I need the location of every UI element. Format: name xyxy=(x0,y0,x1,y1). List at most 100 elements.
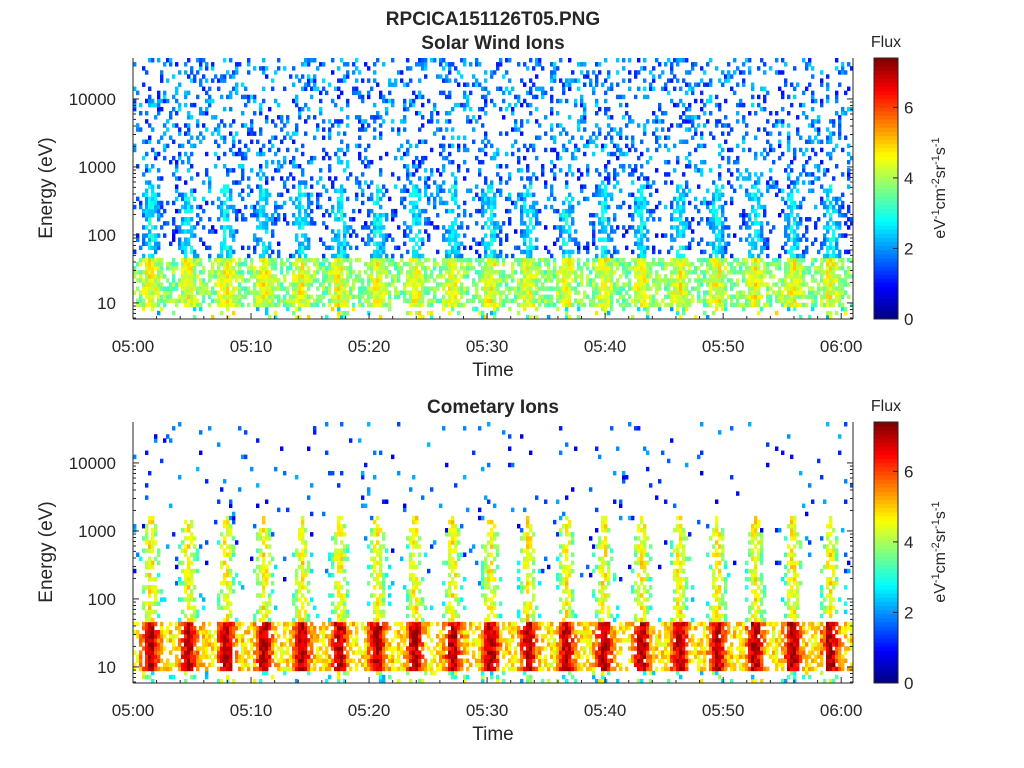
heatmap-cell xyxy=(532,302,536,308)
heatmap-cell xyxy=(658,217,662,222)
heatmap-cell xyxy=(553,208,557,214)
heatmap-cell xyxy=(526,314,530,320)
heatmap-cell xyxy=(493,102,497,108)
heatmap-cell xyxy=(781,90,785,96)
heatmap-cell xyxy=(259,192,263,198)
heatmap-cell xyxy=(151,147,155,153)
heatmap-cell xyxy=(307,282,311,287)
heatmap-cell xyxy=(721,298,725,304)
heatmap-cell xyxy=(637,208,641,214)
heatmap-cell xyxy=(259,257,263,263)
heatmap-cell xyxy=(310,176,314,181)
heatmap-cell xyxy=(361,78,365,83)
heatmap-cell xyxy=(685,290,689,295)
heatmap-cell xyxy=(319,282,323,287)
heatmap-cell xyxy=(259,168,263,173)
heatmap-cell xyxy=(406,270,410,275)
heatmap-cell xyxy=(679,314,683,320)
heatmap-cell xyxy=(292,253,296,259)
heatmap-cell xyxy=(307,241,311,246)
heatmap-cell xyxy=(580,119,584,124)
heatmap-cell xyxy=(685,270,689,275)
heatmap-cell xyxy=(511,151,515,157)
heatmap-cell xyxy=(442,155,446,161)
heatmap-cell xyxy=(292,98,296,104)
heatmap-cell xyxy=(547,286,551,291)
heatmap-cell xyxy=(646,314,650,320)
heatmap-cell xyxy=(298,106,302,112)
heatmap-cell xyxy=(364,180,368,185)
heatmap-cell xyxy=(364,298,368,304)
heatmap-cell xyxy=(166,261,170,267)
heatmap-cell xyxy=(745,298,749,304)
heatmap-cell xyxy=(325,257,329,263)
heatmap-cell xyxy=(208,290,212,295)
heatmap-cell xyxy=(664,111,668,116)
heatmap-cell xyxy=(274,70,278,75)
heatmap-cell xyxy=(193,306,197,312)
heatmap-cell xyxy=(682,58,686,63)
heatmap-cell xyxy=(403,229,407,234)
heatmap-cell xyxy=(139,257,143,263)
heatmap-cell xyxy=(607,172,611,177)
heatmap-cell xyxy=(697,115,701,120)
heatmap-cell xyxy=(412,192,416,198)
heatmap-cell xyxy=(316,127,320,132)
heatmap-cell xyxy=(502,221,506,226)
heatmap-cell xyxy=(157,290,161,295)
heatmap-cell xyxy=(196,94,200,100)
heatmap-cell xyxy=(172,94,176,100)
heatmap-cell xyxy=(715,184,719,189)
heatmap-cell xyxy=(643,298,647,304)
heatmap-cell xyxy=(430,168,434,173)
heatmap-cell xyxy=(331,123,335,128)
heatmap-cell xyxy=(229,257,233,263)
heatmap-cell xyxy=(547,249,551,255)
heatmap-cell xyxy=(268,278,272,283)
heatmap-cell xyxy=(679,221,683,226)
heatmap-cell xyxy=(745,168,749,173)
heatmap-cell xyxy=(484,233,488,238)
heatmap-cell xyxy=(226,245,230,251)
heatmap-cell xyxy=(178,82,182,87)
heatmap-cell xyxy=(604,58,608,63)
heatmap-cell xyxy=(223,265,227,271)
heatmap-cell xyxy=(739,270,743,275)
heatmap-cell xyxy=(490,196,494,202)
heatmap-cell xyxy=(397,127,401,132)
heatmap-cell xyxy=(160,176,164,181)
heatmap-cell xyxy=(598,200,602,206)
heatmap-cell xyxy=(670,212,674,218)
heatmap-cell xyxy=(520,176,524,181)
heatmap-cell xyxy=(526,192,530,198)
heatmap-cell xyxy=(220,94,224,100)
heatmap-cell xyxy=(733,90,737,96)
heatmap-cell xyxy=(142,257,146,263)
heatmap-cell xyxy=(271,286,275,291)
heatmap-cell xyxy=(628,164,632,169)
heatmap-cell xyxy=(583,102,587,108)
heatmap-cell xyxy=(175,225,179,230)
heatmap-cell xyxy=(652,245,656,251)
heatmap-cell xyxy=(283,298,287,304)
heatmap-cell xyxy=(226,261,230,267)
heatmap-cell xyxy=(382,282,386,287)
heatmap-cell xyxy=(208,94,212,100)
heatmap-cell xyxy=(748,192,752,198)
heatmap-cell xyxy=(253,66,257,71)
heatmap-cell xyxy=(409,225,413,230)
heatmap-cell xyxy=(667,159,671,165)
heatmap-cell xyxy=(163,147,167,153)
heatmap-cell xyxy=(139,298,143,304)
heatmap-cell xyxy=(640,294,644,300)
heatmap-cell xyxy=(262,290,266,295)
heatmap-cell xyxy=(595,62,599,67)
heatmap-cell xyxy=(451,62,455,67)
heatmap-cell xyxy=(238,180,242,185)
heatmap-cell xyxy=(190,164,194,169)
heatmap-cell xyxy=(709,286,713,291)
heatmap-cell xyxy=(445,94,449,100)
heatmap-cell xyxy=(367,302,371,308)
heatmap-cell xyxy=(331,253,335,259)
heatmap-cell xyxy=(457,245,461,251)
